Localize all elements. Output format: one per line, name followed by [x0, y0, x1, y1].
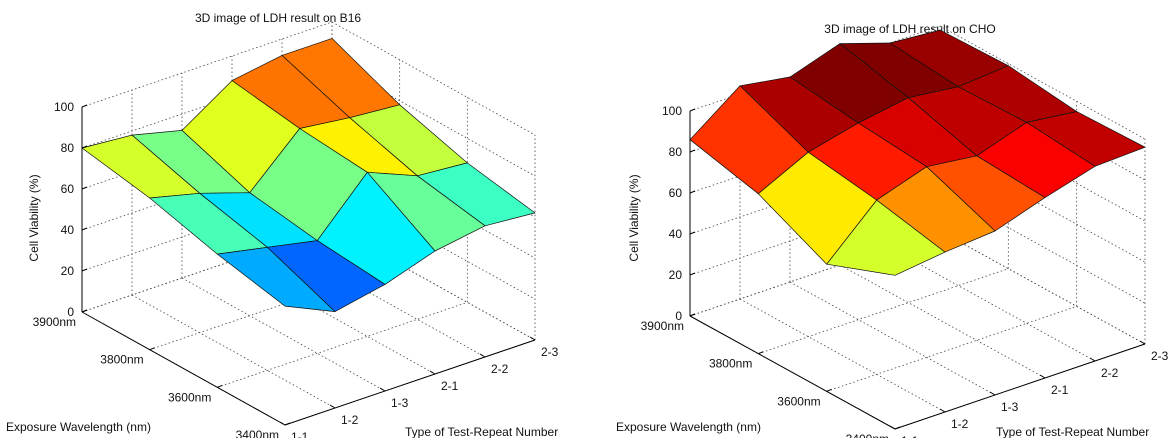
- x-tick-label: 2-3: [1151, 349, 1168, 363]
- chart-b16-svg: 3D image of LDH result on B16 0 20 40 60 80 1…: [6, 11, 559, 438]
- x-axis-line: [284, 339, 536, 426]
- z-tick-label: 0: [675, 309, 682, 323]
- y-axis-line: [689, 315, 896, 430]
- z-tick-label: 80: [669, 145, 683, 159]
- z-axis-label: Cell Viability (%): [27, 174, 41, 261]
- surface: [81, 38, 536, 312]
- y-tick-label: 3900nm: [33, 315, 76, 329]
- x-tick-label: 1-1: [901, 434, 919, 438]
- surface: [689, 29, 1146, 276]
- x-tick-label: 1-3: [1001, 400, 1019, 414]
- x-tick-label: 1-3: [391, 396, 409, 410]
- y-tick-label: 3800nm: [709, 357, 752, 371]
- x-tick-label: 2-1: [1051, 383, 1069, 397]
- surface-facet: [826, 199, 946, 276]
- z-tick-label: 40: [61, 223, 75, 237]
- y-axis-label: Exposure Wavelength (nm): [6, 420, 151, 434]
- surface-facet: [216, 246, 336, 312]
- x-tick-label: 2-3: [541, 345, 559, 359]
- z-tick-label: 0: [67, 305, 74, 319]
- y-tick-label: 3600nm: [777, 394, 820, 408]
- z-tick-label: 100: [662, 104, 682, 118]
- chart-cho: 3D image of LDH result on CHO 0 20 40 60 80 1…: [584, 0, 1168, 438]
- x-tick-label: 1-2: [951, 417, 969, 431]
- y-axis-label: Exposure Wavelength (nm): [616, 420, 761, 434]
- axes-box: [81, 104, 536, 426]
- y-tick-label: 3800nm: [100, 353, 143, 367]
- ticks: 0 20 40 60 80 100 3900nm 3800nm 3600nm 3400nm 1-1 1…: [33, 100, 559, 438]
- z-axis-label: Cell Viability (%): [627, 174, 641, 261]
- x-tick-label: 2-1: [441, 379, 459, 393]
- z-tick-label: 100: [54, 100, 74, 114]
- x-axis-label: Type of Test-Repeat Number: [405, 425, 558, 438]
- z-tick-label: 40: [669, 227, 683, 241]
- x-tick-label: 2-2: [491, 362, 509, 376]
- z-tick-label: 60: [669, 186, 683, 200]
- chart-title: 3D image of LDH result on B16: [195, 11, 361, 25]
- z-tick-label: 20: [61, 264, 75, 278]
- chart-b16: 3D image of LDH result on B16 0 20 40 60 80 1…: [6, 11, 559, 438]
- y-tick-label: 3400nm: [236, 428, 279, 438]
- y-tick-label: 3400nm: [846, 432, 889, 438]
- x-axis-line: [894, 343, 1146, 430]
- y-tick-label: 3600nm: [168, 390, 211, 404]
- z-tick-label: 80: [61, 141, 75, 155]
- chart-cho-svg: 3D image of LDH result on CHO 0 20 40 60 80 1…: [616, 22, 1168, 438]
- z-tick-label: 20: [669, 268, 683, 282]
- y-axis-line: [81, 311, 286, 426]
- x-axis-label: Type of Test-Repeat Number: [996, 425, 1149, 438]
- y-tick-label: 3900nm: [641, 319, 684, 333]
- x-tick-label: 2-2: [1101, 366, 1119, 380]
- axes-box: [689, 108, 1146, 430]
- x-tick-label: 1-1: [291, 430, 309, 438]
- x-tick-label: 1-2: [341, 413, 359, 427]
- chart-title: 3D image of LDH result on CHO: [824, 22, 995, 36]
- ticks: 0 20 40 60 80 100 3900nm 3800nm 3600nm 3400nm 1-1 1…: [641, 104, 1168, 438]
- z-tick-label: 60: [61, 182, 75, 196]
